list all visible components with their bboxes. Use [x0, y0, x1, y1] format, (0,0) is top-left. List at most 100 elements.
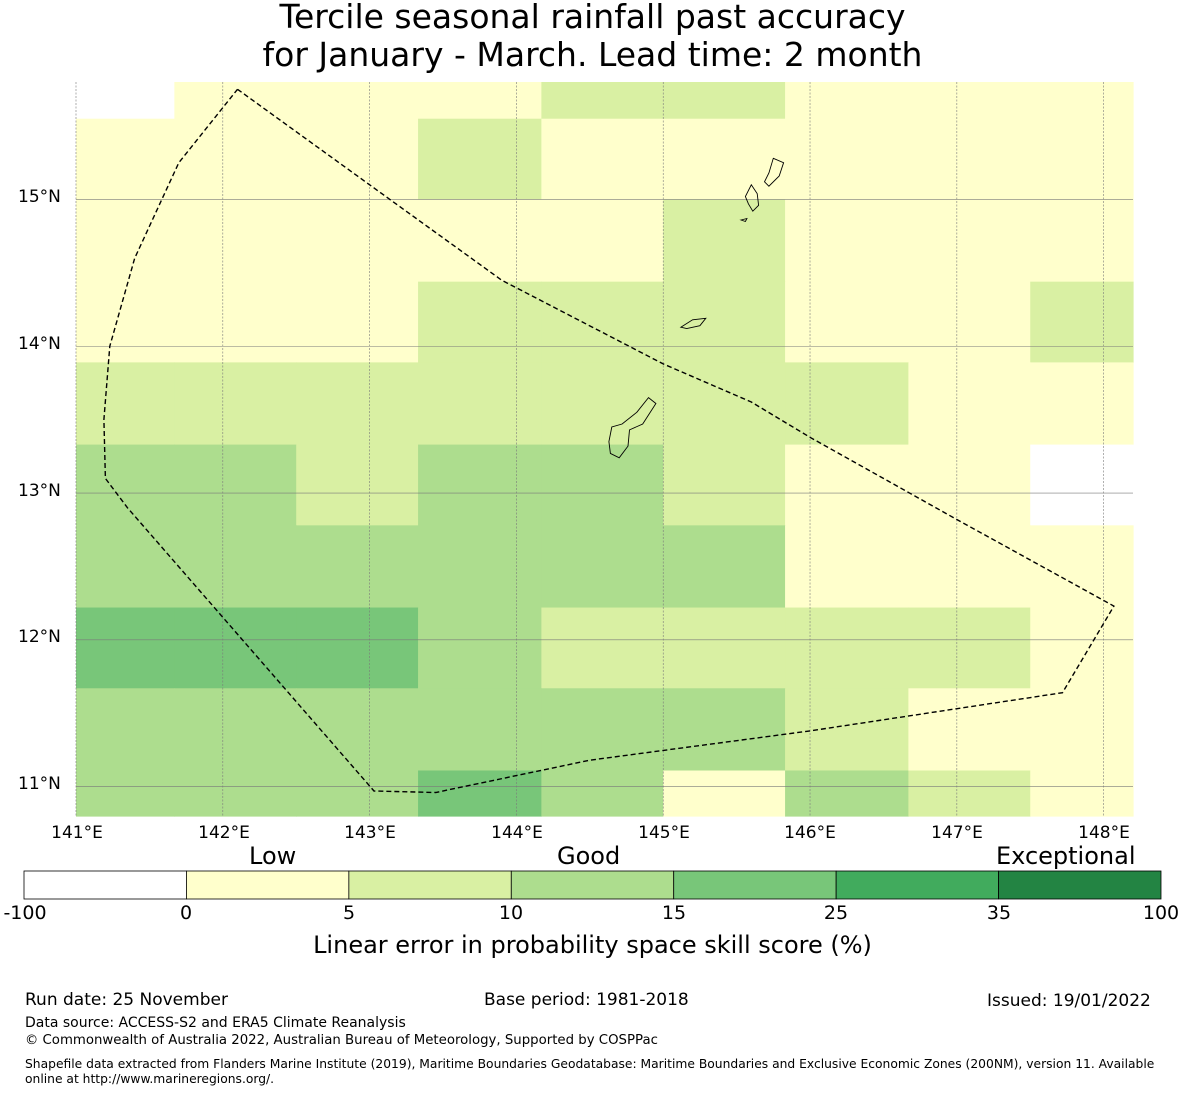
colorbar-tick: 15 [661, 902, 687, 924]
lon-label-145: 145°E [638, 823, 690, 843]
colorbar-title: Linear error in probability space skill … [313, 931, 872, 959]
skill-cell [1030, 118, 1134, 201]
colorbar-tick: -100 [3, 902, 47, 924]
lat-label-12: 12°N [18, 627, 61, 647]
skill-cell [418, 770, 542, 817]
skill-cell [908, 199, 1031, 283]
skill-cell [785, 118, 909, 201]
skill-cell [174, 525, 297, 609]
shapefile-note: Shapefile data extracted from Flanders M… [25, 1057, 1155, 1086]
skill-cell [785, 525, 909, 609]
skill-cell [663, 688, 786, 772]
skill-cell [908, 770, 1031, 817]
skill-cell [418, 607, 542, 689]
lon-label-142: 142°E [198, 823, 250, 843]
islands [608, 157, 785, 459]
colorbar-segment [23, 870, 187, 900]
skill-cell [663, 118, 786, 201]
island-outline-guam [608, 396, 657, 459]
skill-cell [785, 688, 909, 772]
skill-cell [174, 362, 297, 446]
skill-cell [1030, 281, 1134, 363]
skill-cell [76, 525, 175, 609]
skill-cell [908, 362, 1031, 446]
skill-cell [785, 281, 909, 363]
skill-cell [76, 82, 175, 120]
skill-cell [296, 199, 419, 283]
skill-cell [296, 362, 419, 446]
skill-cell [1030, 607, 1134, 689]
skill-cell [1030, 444, 1134, 526]
skill-cell [174, 199, 297, 283]
skill-cell [174, 281, 297, 363]
skill-cell [296, 525, 419, 609]
eez-boundary [103, 88, 1115, 794]
skill-cell [785, 770, 909, 817]
lon-label-143: 143°E [344, 823, 396, 843]
skill-cell [418, 199, 542, 283]
skill-cell [1030, 199, 1134, 283]
skill-cell [541, 688, 664, 772]
skill-cell [174, 444, 297, 526]
skill-cell [908, 82, 1031, 120]
colorbar-segment [510, 870, 675, 900]
lon-label-141: 141°E [51, 823, 103, 843]
skill-grid [76, 82, 1134, 817]
skill-cell [663, 199, 786, 283]
skill-cell [663, 525, 786, 609]
colorbar-segment [673, 870, 837, 900]
skill-cell [76, 362, 175, 446]
colorbar-tick: 0 [179, 902, 193, 924]
skill-cell [418, 444, 542, 526]
skill-cell [296, 281, 419, 363]
graticule [75, 82, 1133, 816]
skill-cell [296, 770, 419, 817]
skill-cell [541, 444, 664, 526]
skill-cell [174, 770, 297, 817]
colorbar-segment [998, 870, 1162, 900]
colorbar-label-good: Good [557, 842, 621, 870]
skill-cell [908, 444, 1031, 526]
lat-label-11: 11°N [18, 774, 61, 794]
chart-title-line1: Tercile seasonal rainfall past accuracy [279, 0, 906, 36]
lon-label-148: 148°E [1078, 823, 1130, 843]
lat-label-13: 13°N [18, 481, 61, 501]
skill-cell [663, 607, 786, 689]
skill-cell [1030, 688, 1134, 772]
skill-cell [785, 82, 909, 120]
skill-cell [1030, 82, 1134, 120]
skill-cell [663, 444, 786, 526]
skill-cell [908, 525, 1031, 609]
skill-cell [418, 525, 542, 609]
skill-cell [541, 118, 664, 201]
island-outline-rota [679, 317, 707, 330]
skill-cell [76, 118, 175, 201]
lat-label-15: 15°N [18, 187, 61, 207]
lon-label-144: 144°E [491, 823, 543, 843]
lon-label-146: 146°E [784, 823, 836, 843]
colorbar-segment [348, 870, 512, 900]
skill-cell [908, 281, 1031, 363]
colorbar-tick: 10 [498, 902, 524, 924]
skill-cell [785, 607, 909, 689]
skill-cell [541, 525, 664, 609]
skill-cell [418, 688, 542, 772]
skill-cell [1030, 770, 1134, 817]
skill-cell [541, 607, 664, 689]
skill-cell [296, 118, 419, 201]
skill-cell [541, 770, 664, 817]
skill-cell [663, 362, 786, 446]
skill-cell [296, 444, 419, 526]
issued-date: Issued: 19/01/2022 [987, 991, 1151, 1011]
skill-cell [663, 770, 786, 817]
skill-cell [1030, 525, 1134, 609]
skill-cell [296, 82, 419, 120]
skill-cell [1030, 362, 1134, 446]
skill-cell [76, 281, 175, 363]
colorbar-tick: 25 [823, 902, 849, 924]
skill-cell [174, 607, 297, 689]
skill-cell [296, 607, 419, 689]
skill-cell [785, 199, 909, 283]
island-outline-tinian [744, 183, 760, 212]
colorbar-label-exceptional: Exceptional [996, 842, 1136, 870]
